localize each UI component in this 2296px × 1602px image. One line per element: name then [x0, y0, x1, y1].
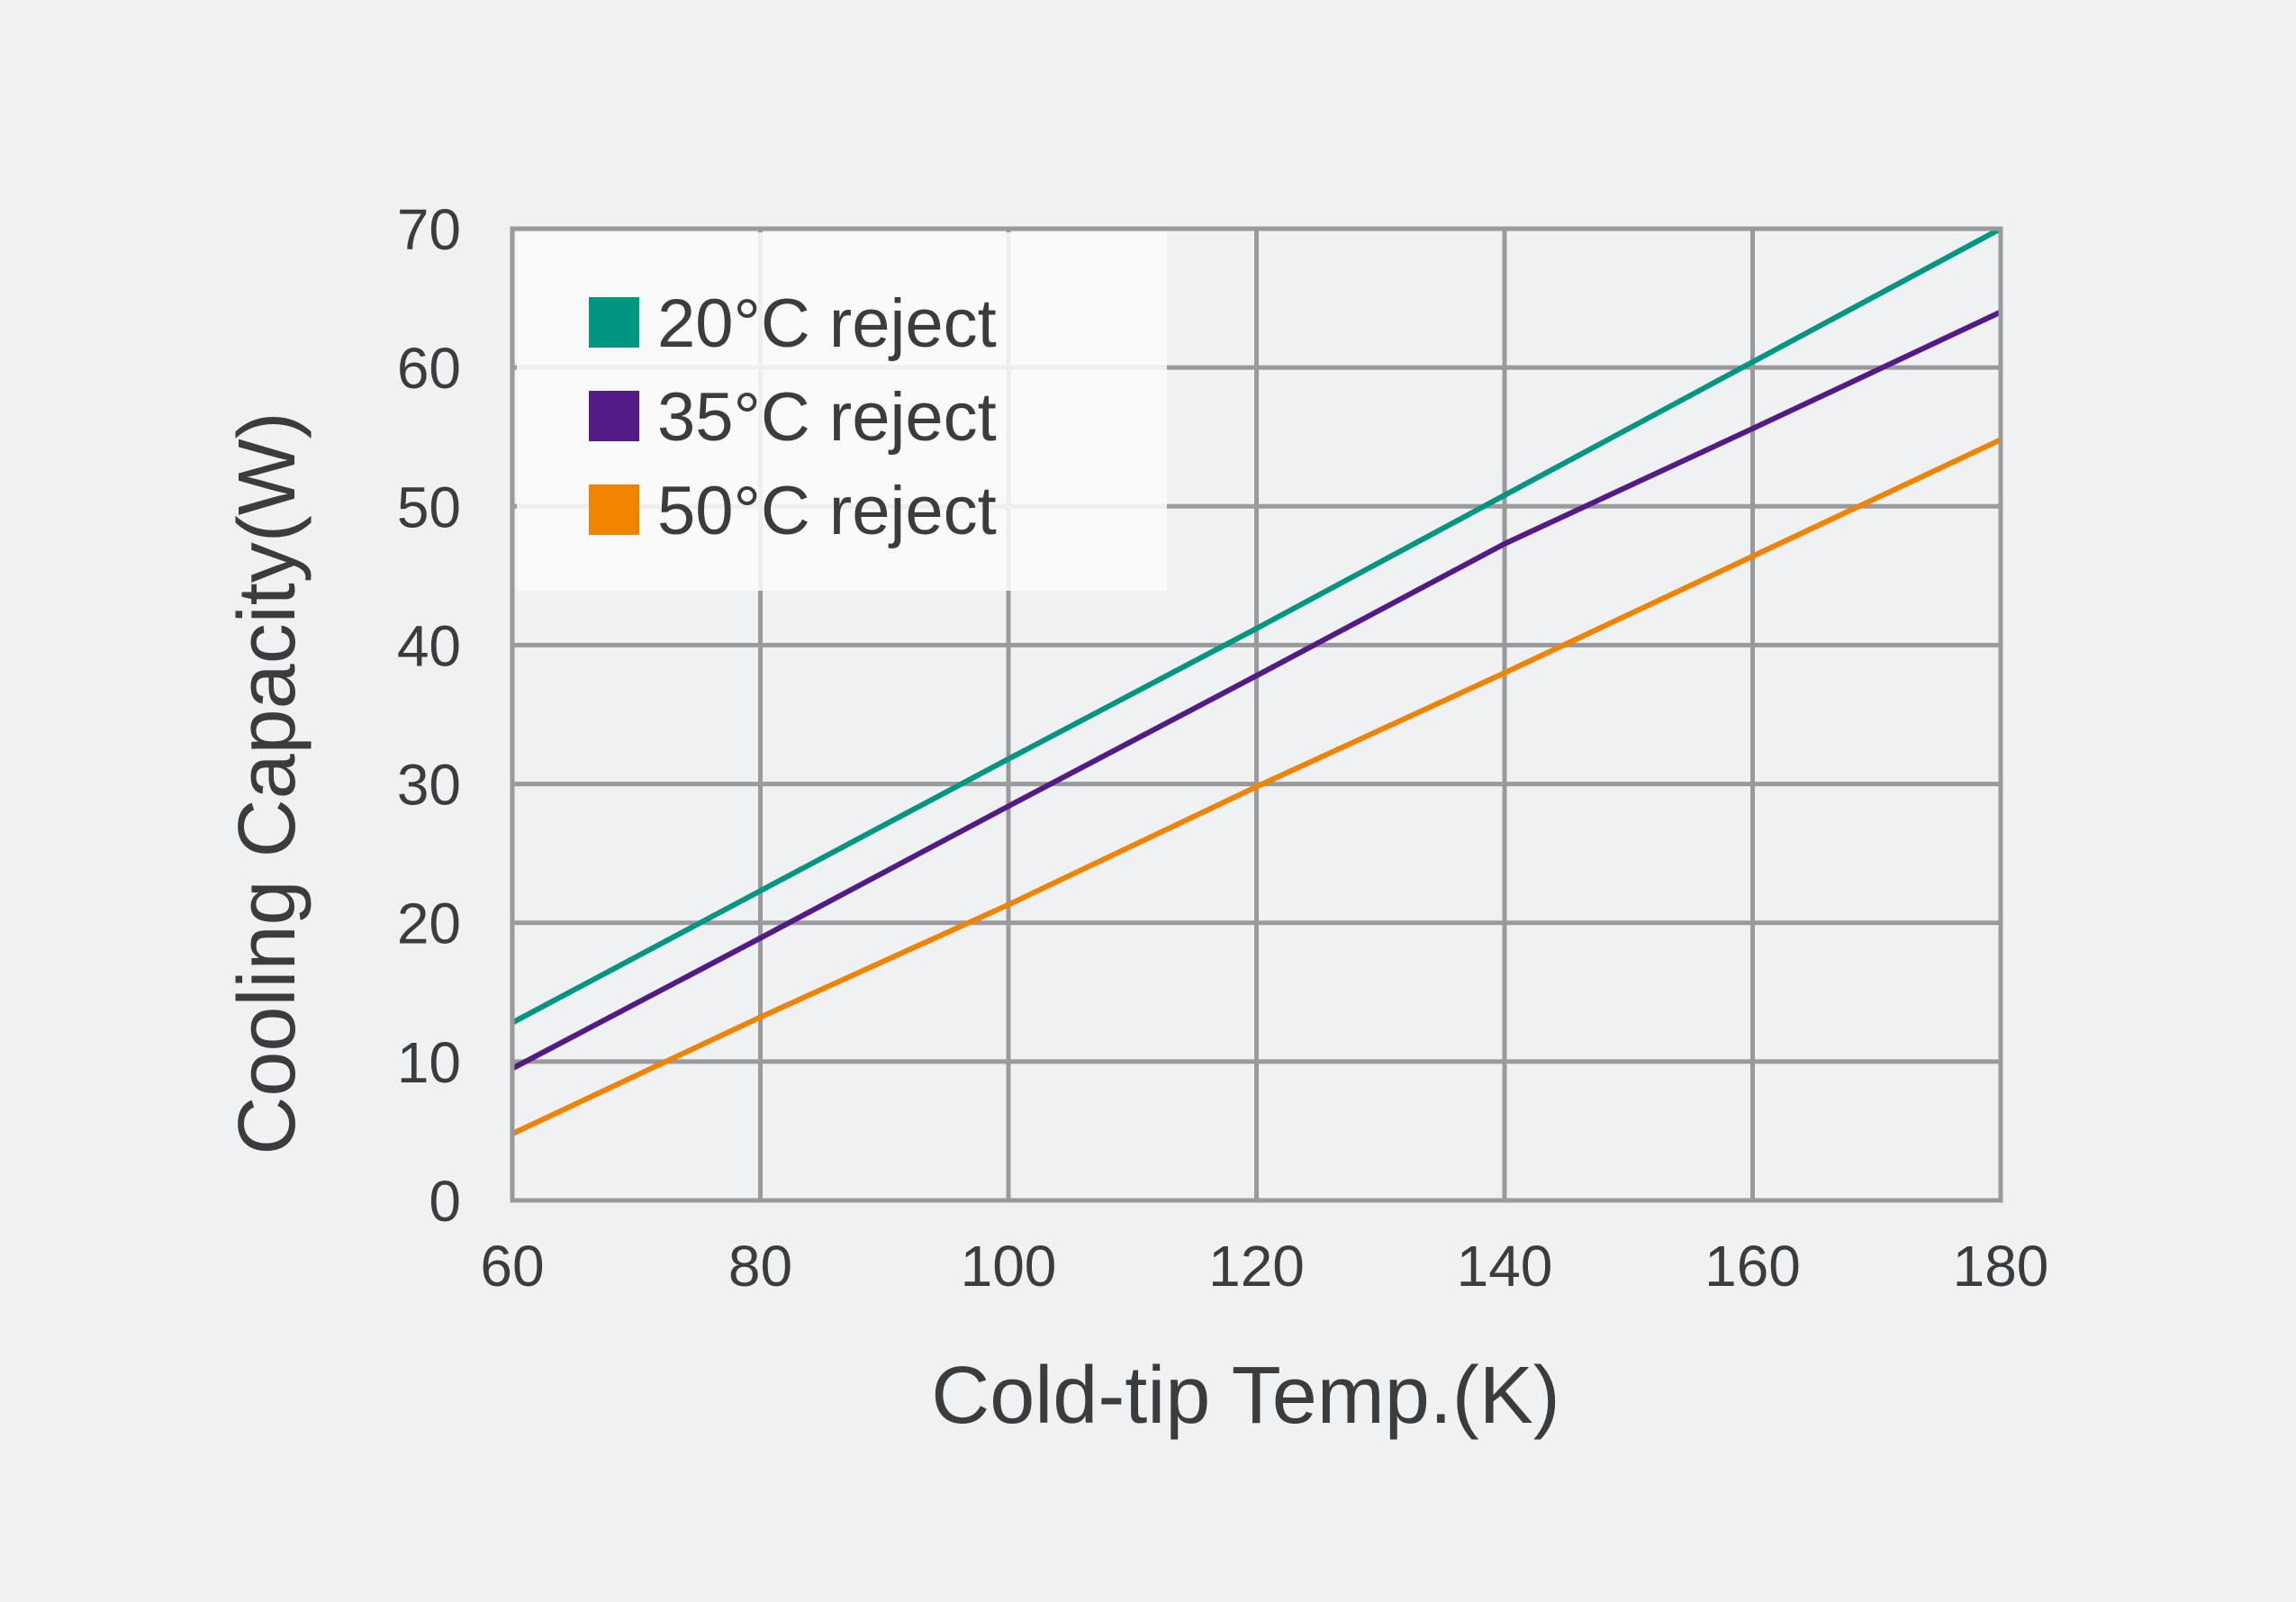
y-tick-label: 50 — [397, 475, 461, 539]
legend-label-3: 50°C reject — [657, 473, 997, 549]
legend: 20°C reject 35°C reject 50°C reject — [589, 285, 997, 549]
y-tick-label: 30 — [397, 753, 461, 818]
y-tick-label: 20 — [397, 892, 461, 956]
grid — [510, 226, 2003, 1203]
x-tick-label: 180 — [1953, 1234, 2049, 1299]
x-axis-title: Cold-tip Temp.(K) — [931, 1351, 1560, 1441]
y-tick-label: 70 — [397, 197, 461, 262]
y-axis-title: Cooling Capacity(W) — [222, 412, 312, 1154]
series-lines — [511, 226, 2002, 1136]
x-tick-label: 80 — [728, 1234, 792, 1299]
y-tick-label: 40 — [397, 613, 461, 678]
axes: 60 80 100 120 140 160 180 0 10 20 30 40 50 60 70 Cold-t… — [222, 197, 2048, 1441]
legend-label-1: 20°C reject — [657, 285, 997, 362]
legend-label-2: 35°C reject — [657, 379, 997, 456]
y-tick-label: 60 — [397, 336, 461, 401]
series-line-3 — [511, 437, 2002, 1136]
legend-swatch-2 — [589, 391, 639, 441]
plot-border — [510, 226, 2003, 1203]
x-tick-label: 100 — [961, 1234, 1057, 1299]
y-tick-label: 0 — [429, 1169, 461, 1234]
legend-swatch-1 — [589, 297, 639, 348]
x-tick-label: 60 — [480, 1234, 544, 1299]
x-tick-label: 160 — [1704, 1234, 1801, 1299]
series-line-2 — [511, 309, 2002, 1072]
y-tick-label: 10 — [397, 1030, 461, 1095]
x-tick-label: 120 — [1208, 1234, 1305, 1299]
series-line-1 — [511, 226, 2002, 1026]
x-tick-label: 140 — [1457, 1234, 1553, 1299]
legend-swatch-3 — [589, 484, 639, 535]
